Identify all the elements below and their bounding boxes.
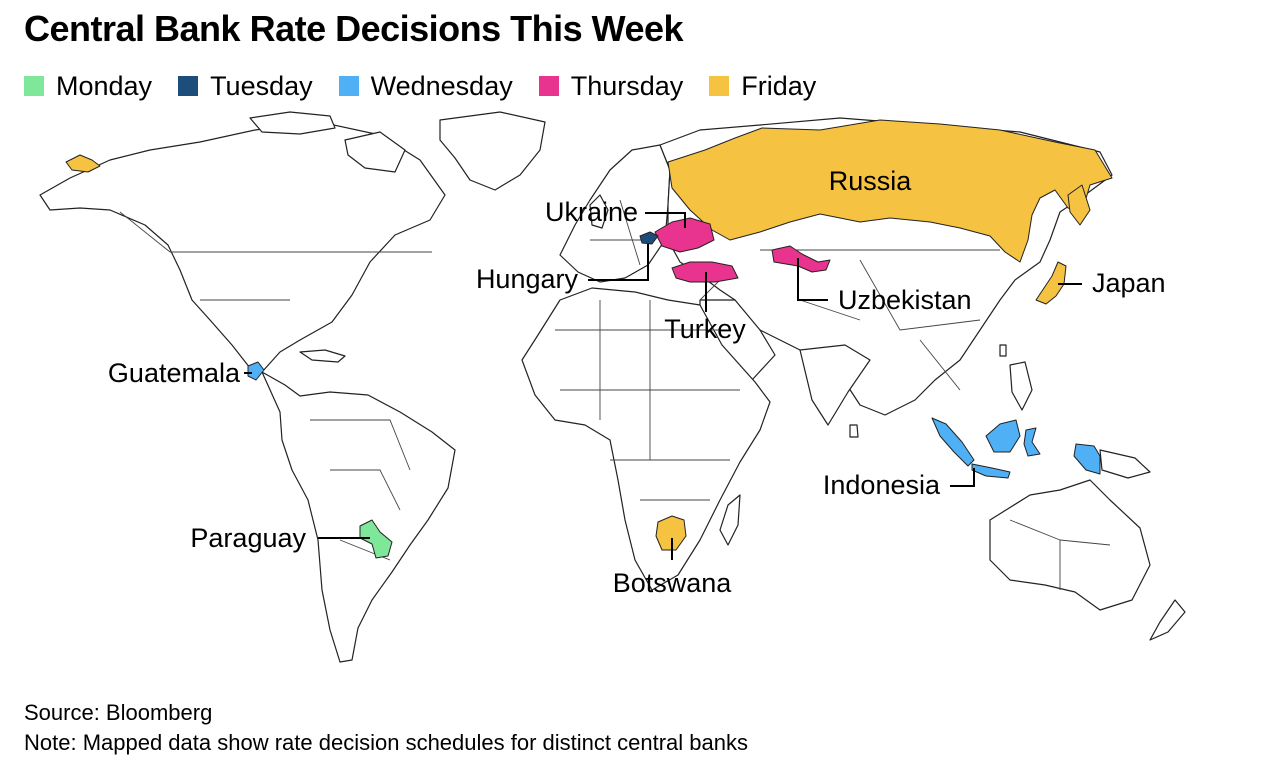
land-caribbean xyxy=(299,349,346,363)
source-note: Source: Bloomberg xyxy=(24,700,213,725)
legend-label-thursday: Thursday xyxy=(570,70,684,101)
country-hungary xyxy=(639,231,659,245)
legend-swatch-friday xyxy=(709,76,730,96)
indonesia-java xyxy=(971,463,1011,479)
label-turkey: Turkey xyxy=(664,314,746,344)
legend-swatch-tuesday xyxy=(178,76,199,96)
legend-swatch-wednesday xyxy=(338,76,359,96)
highlighted-countries xyxy=(65,119,1113,559)
land-philippines xyxy=(1009,361,1033,411)
land-png xyxy=(1099,449,1151,479)
legend-swatch-thursday xyxy=(538,76,559,96)
label-uzbekistan: Uzbekistan xyxy=(838,285,972,315)
country-uzbekistan xyxy=(771,245,831,273)
country-botswana xyxy=(655,515,687,551)
land-greenland xyxy=(439,111,546,191)
land-india xyxy=(799,344,871,426)
land-north-america xyxy=(39,121,446,373)
land-south-america xyxy=(261,371,456,663)
leader-ukraine xyxy=(645,212,686,228)
land-australia xyxy=(989,479,1151,611)
land-sri-lanka xyxy=(849,424,859,438)
country-japan xyxy=(1035,261,1067,305)
legend-item-tuesday: Tuesday xyxy=(178,71,313,102)
map-labels: Russia Ukraine Hungary Turkey Uzbekistan… xyxy=(108,166,1166,598)
land-madagascar xyxy=(719,494,741,546)
country-russia-chukotka-west xyxy=(65,154,101,173)
country-russia xyxy=(667,119,1113,263)
land-arctic-islands xyxy=(249,111,336,135)
country-indonesia xyxy=(931,417,1101,479)
indonesia-papua xyxy=(1073,443,1101,475)
label-paraguay: Paraguay xyxy=(190,523,306,553)
chart-title: Central Bank Rate Decisions This Week xyxy=(24,8,684,49)
label-ukraine: Ukraine xyxy=(545,197,638,227)
leader-indonesia xyxy=(950,468,975,487)
country-borders xyxy=(119,199,1111,590)
legend-item-thursday: Thursday xyxy=(538,70,684,102)
label-russia: Russia xyxy=(829,166,913,196)
leader-hungary xyxy=(588,244,649,281)
indonesia-sulawesi xyxy=(1023,427,1041,457)
legend-item-friday: Friday xyxy=(709,71,816,102)
legend-label-wednesday: Wednesday xyxy=(370,70,513,101)
country-paraguay xyxy=(359,519,393,559)
footnote: Note: Mapped data show rate decision sch… xyxy=(24,730,748,755)
legend-item-monday: Monday xyxy=(24,71,152,102)
world-map: Russia Ukraine Hungary Turkey Uzbekistan… xyxy=(39,111,1186,663)
country-ukraine xyxy=(654,217,715,253)
legend-item-wednesday: Wednesday xyxy=(338,70,513,102)
indonesia-sumatra xyxy=(931,417,975,467)
label-guatemala: Guatemala xyxy=(108,358,241,388)
label-botswana: Botswana xyxy=(613,568,733,598)
land-new-zealand xyxy=(1149,599,1186,641)
land-uk xyxy=(589,194,609,229)
leader-uzbekistan xyxy=(797,258,828,301)
indonesia-borneo xyxy=(985,419,1021,453)
label-indonesia: Indonesia xyxy=(823,470,941,500)
country-russia-kamchatka xyxy=(1067,184,1091,226)
label-hungary: Hungary xyxy=(476,264,579,294)
land-africa xyxy=(521,287,771,591)
legend: Monday Tuesday Wednesday Thursday Friday xyxy=(24,70,842,102)
legend-label-tuesday: Tuesday xyxy=(210,70,313,101)
land-baffin xyxy=(344,131,406,173)
country-guatemala xyxy=(247,361,265,381)
legend-label-friday: Friday xyxy=(741,70,817,101)
legend-label-monday: Monday xyxy=(56,70,153,101)
land-taiwan xyxy=(999,344,1007,357)
legend-swatch-monday xyxy=(24,76,44,96)
leader-lines xyxy=(244,212,1082,560)
label-japan: Japan xyxy=(1092,268,1166,298)
